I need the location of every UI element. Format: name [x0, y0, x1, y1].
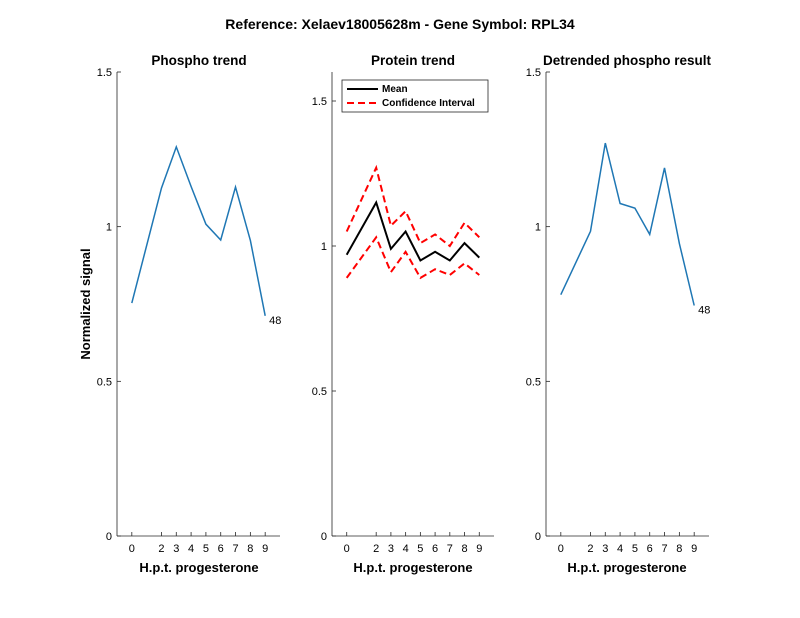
x-tick-label: 0 — [129, 543, 135, 555]
x-tick-label: 9 — [262, 543, 268, 555]
x-tick-label: 4 — [403, 543, 409, 555]
panel-title: Detrended phospho result — [543, 53, 712, 68]
x-tick-label: 4 — [188, 543, 194, 555]
legend-label-ci: Confidence Interval — [382, 98, 475, 109]
x-tick-label: 9 — [691, 543, 697, 555]
x-tick-label: 6 — [647, 543, 653, 555]
y-tick-label: 0 — [106, 531, 112, 543]
point-annotation: 48 — [269, 315, 281, 327]
x-tick-label: 4 — [617, 543, 623, 555]
x-axis-label: H.p.t. progesterone — [139, 560, 258, 575]
panel-detrended-phospho: Detrended phospho result H.p.t. progeste… — [526, 53, 712, 575]
phospho-line — [131, 144, 266, 316]
x-tick-label: 6 — [218, 543, 224, 555]
detrended-line — [560, 142, 695, 306]
x-tick-label: 7 — [447, 543, 453, 555]
panel-title: Phospho trend — [151, 53, 246, 68]
legend-label-mean: Mean — [382, 84, 408, 95]
x-tick-label: 3 — [602, 543, 608, 555]
x-tick-label: 3 — [388, 543, 394, 555]
x-tick-label: 5 — [203, 543, 209, 555]
y-tick-label: 1.5 — [526, 67, 541, 79]
y-tick-label: 0.5 — [97, 376, 112, 388]
mean-line — [345, 200, 480, 262]
x-tick-label: 2 — [158, 543, 164, 555]
x-tick-label: 0 — [558, 543, 564, 555]
x-tick-label: 8 — [676, 543, 682, 555]
ci-lower-line — [345, 235, 480, 280]
x-tick-label: 7 — [661, 543, 667, 555]
x-tick-label: 8 — [247, 543, 253, 555]
legend: Mean Confidence Interval — [341, 79, 489, 113]
point-annotation: 48 — [698, 305, 710, 317]
y-tick-label: 0 — [321, 531, 327, 543]
y-axis-label: Normalized signal — [78, 248, 93, 359]
x-tick-label: 5 — [632, 543, 638, 555]
legend-box — [341, 79, 489, 113]
x-tick-label: 2 — [587, 543, 593, 555]
panel-protein-trend: Protein trend H.p.t. progesterone Mean C… — [312, 53, 494, 575]
y-tick-label: 1 — [321, 241, 327, 253]
y-tick-label: 0.5 — [312, 386, 327, 398]
x-tick-label: 9 — [476, 543, 482, 555]
x-tick-label: 5 — [417, 543, 423, 555]
y-tick-label: 0 — [535, 531, 541, 543]
y-tick-label: 0.5 — [526, 376, 541, 388]
y-tick-label: 1 — [106, 222, 112, 234]
figure-title: Reference: Xelaev18005628m - Gene Symbol… — [225, 16, 575, 32]
x-tick-label: 8 — [461, 543, 467, 555]
panel-phospho-trend: Phospho trend H.p.t. progesterone Normal… — [78, 53, 281, 575]
ci-upper-line — [345, 164, 480, 248]
x-tick-label: 2 — [373, 543, 379, 555]
x-axis-label: H.p.t. progesterone — [567, 560, 686, 575]
x-tick-label: 6 — [432, 543, 438, 555]
x-axis-label: H.p.t. progesterone — [353, 560, 472, 575]
panel-title: Protein trend — [371, 53, 455, 68]
y-tick-label: 1.5 — [97, 67, 112, 79]
x-tick-label: 3 — [173, 543, 179, 555]
x-tick-label: 7 — [232, 543, 238, 555]
y-tick-label: 1.5 — [312, 96, 327, 108]
x-tick-label: 0 — [344, 543, 350, 555]
y-tick-label: 1 — [535, 222, 541, 234]
